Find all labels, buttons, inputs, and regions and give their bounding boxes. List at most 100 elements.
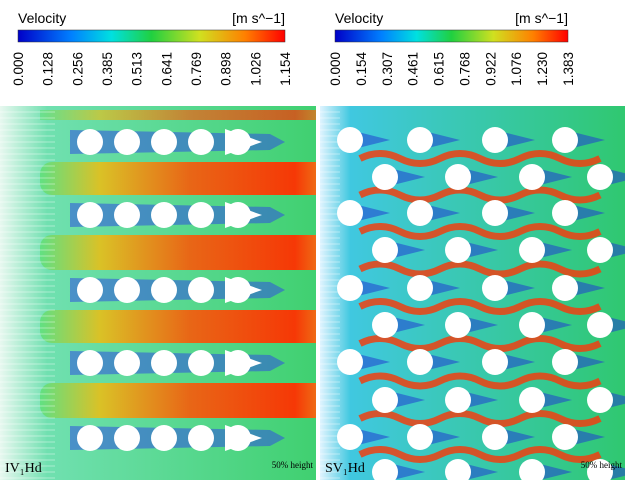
- cylinder: [587, 164, 613, 190]
- cylinder: [151, 129, 177, 155]
- cylinder: [151, 202, 177, 228]
- colorbar-tick-label: 0.385: [100, 52, 115, 86]
- cylinder: [188, 202, 214, 228]
- cylinder: [552, 424, 578, 450]
- cylinder: [188, 277, 214, 303]
- cylinder: [519, 459, 545, 480]
- colorbar-tick-label: 0.461: [406, 52, 421, 86]
- cylinder: [407, 127, 433, 153]
- velocity-band: [40, 110, 316, 120]
- colorbar-tick-label: 0.769: [189, 52, 204, 86]
- velocity-band: [40, 310, 316, 343]
- cylinder: [587, 387, 613, 413]
- cylinder-tail: [225, 202, 262, 228]
- cylinder: [337, 127, 363, 153]
- cylinder: [337, 424, 363, 450]
- cylinder: [337, 275, 363, 301]
- cylinder: [77, 202, 103, 228]
- cylinder: [482, 127, 508, 153]
- colorbar-unit: [m s^−1]: [515, 10, 568, 26]
- colorbar-unit: [m s^−1]: [232, 10, 285, 26]
- cylinder: [407, 349, 433, 375]
- colorbar-tick-label: 0.000: [11, 52, 26, 86]
- cylinder: [114, 129, 140, 155]
- cylinder: [482, 200, 508, 226]
- cylinder: [445, 459, 471, 480]
- velocity-band: [358, 335, 602, 352]
- cylinder: [372, 387, 398, 413]
- cylinder: [372, 459, 398, 480]
- cylinder: [552, 200, 578, 226]
- cylinder: [519, 237, 545, 263]
- cylinder-tail: [225, 425, 262, 451]
- cylinder: [114, 350, 140, 376]
- cylinder: [445, 387, 471, 413]
- colorbar-tick-label: 0.513: [130, 52, 145, 86]
- cylinder-tail: [225, 277, 262, 303]
- colorbar: [334, 29, 569, 43]
- case-label: IV₁Hd: [5, 461, 42, 476]
- velocity-band: [40, 383, 316, 418]
- cylinder: [445, 237, 471, 263]
- flow-field: [320, 106, 625, 480]
- cylinder: [337, 349, 363, 375]
- cylinder: [482, 349, 508, 375]
- cylinder: [77, 425, 103, 451]
- colorbar-tick-label: 1.026: [248, 52, 263, 86]
- colorbar-tick-label: 1.076: [509, 52, 524, 86]
- colorbar-tick-label: 0.000: [328, 52, 343, 86]
- cylinder: [151, 425, 177, 451]
- cylinder: [372, 237, 398, 263]
- cylinder-tail: [225, 350, 262, 376]
- velocity-band: [358, 410, 602, 427]
- colorbar-tick-label: 0.154: [354, 52, 369, 86]
- cylinder: [445, 164, 471, 190]
- velocity-band: [40, 235, 316, 270]
- cylinder: [482, 275, 508, 301]
- cylinder: [519, 387, 545, 413]
- velocity-band: [358, 260, 602, 278]
- velocity-band: [358, 446, 602, 463]
- cylinder: [482, 424, 508, 450]
- cylinder: [114, 277, 140, 303]
- cylinder-tail: [225, 129, 262, 155]
- cylinder: [552, 127, 578, 153]
- cylinder: [188, 350, 214, 376]
- colorbar-tick-label: 0.641: [159, 52, 174, 86]
- cylinder: [188, 129, 214, 155]
- flow-field: [0, 106, 316, 480]
- height-note: 50% height: [581, 460, 623, 470]
- colorbar: [17, 29, 286, 43]
- velocity-band: [358, 223, 602, 240]
- colorbar-tick-label: 0.615: [432, 52, 447, 86]
- cylinder: [337, 200, 363, 226]
- colorbar-tick-label: 0.922: [483, 52, 498, 86]
- cylinder: [552, 275, 578, 301]
- cylinder: [77, 350, 103, 376]
- velocity-band: [358, 372, 602, 390]
- cylinder: [151, 350, 177, 376]
- colorbar-title: Velocity: [335, 10, 383, 26]
- cylinder: [114, 202, 140, 228]
- colorbar-title: Velocity: [18, 10, 66, 26]
- content: Velocity [m s^−1] 0.000 0.128 0.256 0.385 0.51…: [0, 10, 625, 480]
- colorbar-tick-label: 1.383: [561, 52, 576, 86]
- colorbar-tick-label: 1.230: [535, 52, 550, 86]
- cylinder: [552, 349, 578, 375]
- colorbar-tick-label: 0.898: [219, 52, 234, 86]
- cylinder: [587, 459, 613, 480]
- velocity-band: [358, 150, 602, 167]
- colorbar-tick-label: 0.307: [380, 52, 395, 86]
- cylinder: [114, 425, 140, 451]
- colorbar-tick-label: 0.128: [41, 52, 56, 86]
- case-label: SV₁Hd: [325, 461, 365, 476]
- velocity-band: [358, 186, 602, 204]
- colorbar-tick-label: 0.256: [70, 52, 85, 86]
- cylinder: [407, 200, 433, 226]
- cylinder: [587, 237, 613, 263]
- cylinder: [188, 425, 214, 451]
- cylinder: [77, 277, 103, 303]
- height-note: 50% height: [272, 460, 314, 470]
- cylinder: [445, 312, 471, 338]
